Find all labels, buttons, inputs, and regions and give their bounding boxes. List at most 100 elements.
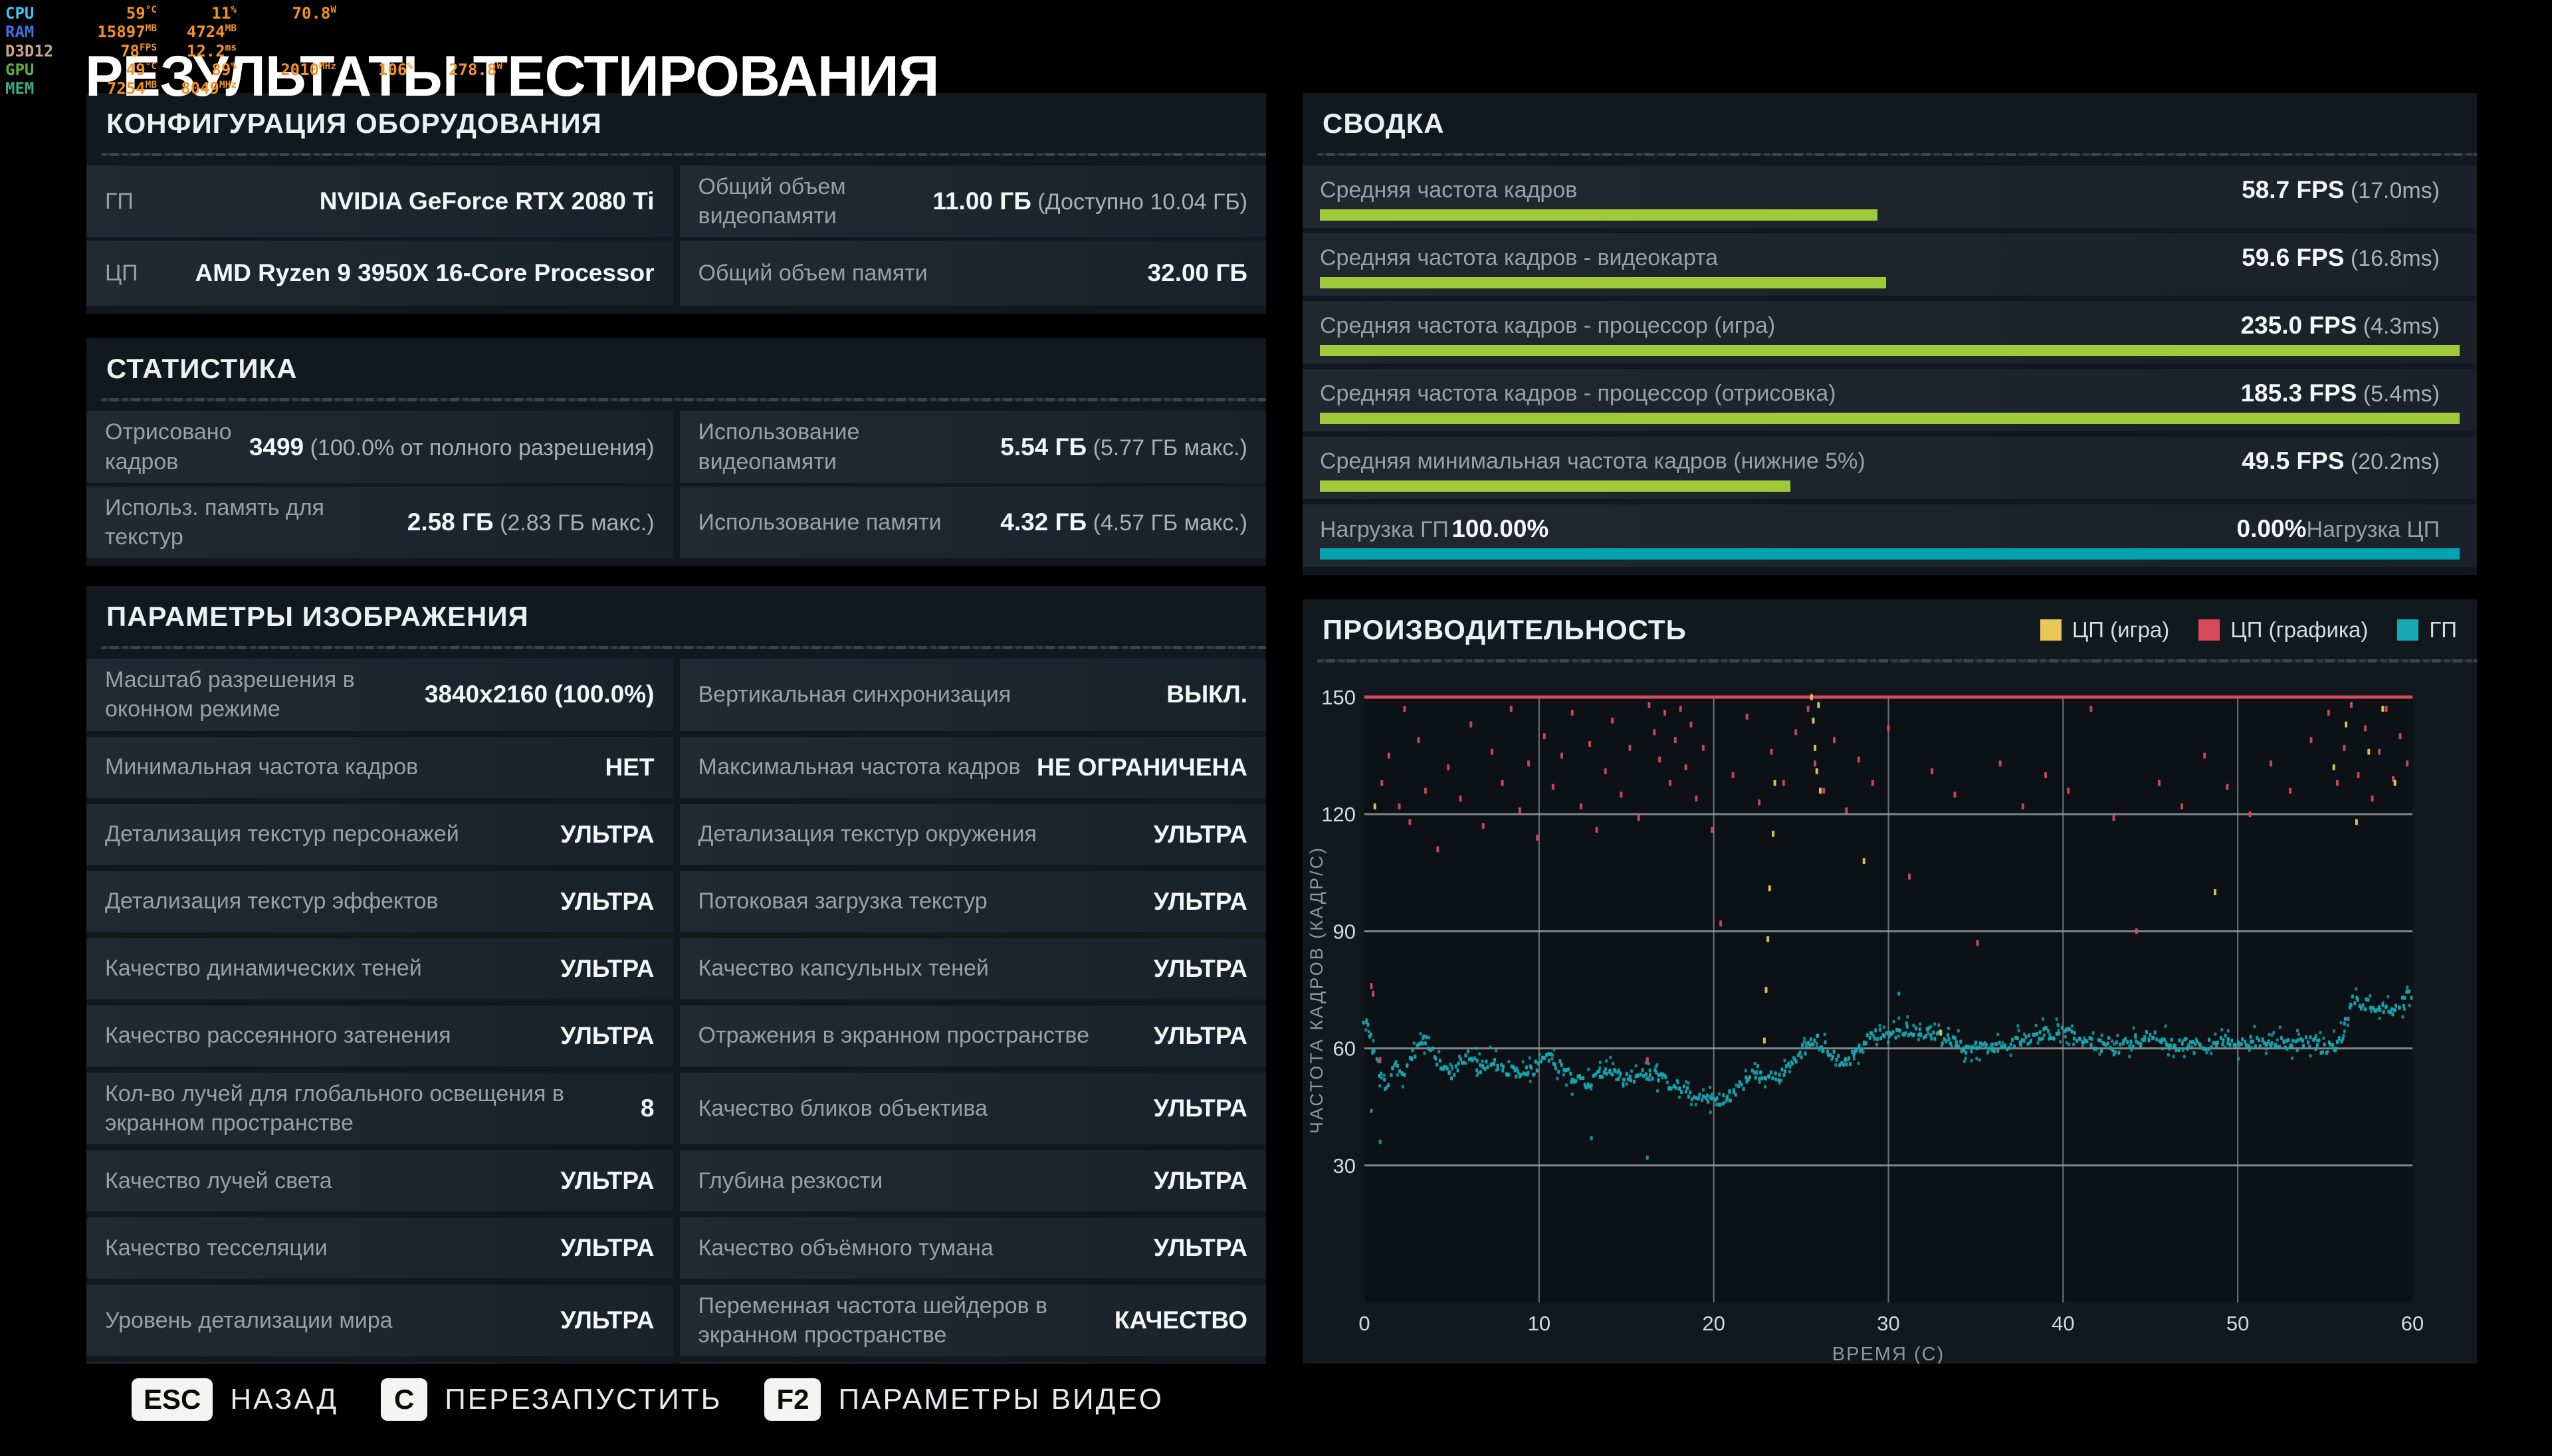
setting-label: Детализация текстур эффектов: [105, 888, 439, 914]
video-options-label: ПАРАМЕТРЫ ВИДЕО: [838, 1383, 1164, 1415]
svg-text:90: 90: [1333, 920, 1356, 943]
setting-label: Отражения в экранном пространстве: [698, 1023, 1090, 1049]
setting-label: Качество бликов объектива: [698, 1095, 988, 1121]
setting-value: 2.58 ГБ: [407, 508, 494, 536]
setting-value-group: 11.00 ГБ (Доступно 10.04 ГБ): [932, 187, 1247, 215]
page-title: РЕЗУЛЬТАТЫ ТЕСТИРОВАНИЯ: [85, 44, 940, 108]
setting-value: 8: [640, 1094, 655, 1122]
summary-frametime-value: (16.8ms): [2344, 246, 2440, 271]
setting-value: УЛЬТРА: [560, 954, 655, 982]
restart-button[interactable]: C ПЕРЕЗАПУСТИТЬ: [381, 1378, 722, 1421]
setting-label: Использование памяти: [698, 509, 942, 535]
svg-text:ЧАСТОТА КАДРОВ (КАДР/С): ЧАСТОТА КАДРОВ (КАДР/С): [1307, 846, 1327, 1134]
gpu-load-value: 100.00%: [1451, 515, 1549, 542]
osd-sensor-value: 11%: [211, 4, 237, 23]
video-options-button[interactable]: F2 ПАРАМЕТРЫ ВИДЕО: [764, 1378, 1163, 1421]
image-parameter-cell: Качество динамических теней УЛЬТРА: [86, 938, 673, 999]
setting-value: УЛЬТРА: [1153, 1166, 1247, 1194]
statistics-cell: Использование памяти 4.32 ГБ (4.57 ГБ мак…: [679, 486, 1266, 559]
setting-label: Качество динамических теней: [105, 956, 422, 982]
left-column: КОНФИГУРАЦИЯ ОБОРУДОВАНИЯ ГП NVIDIA GeFor…: [86, 93, 1266, 1456]
summary-row-label: Средняя частота кадров - видеокарта: [1320, 245, 1719, 270]
setting-value-group: УЛЬТРА: [1154, 955, 1247, 983]
back-button[interactable]: ESC НАЗАД: [132, 1378, 338, 1421]
summary-fps-value: 59.6 FPS: [2242, 244, 2345, 271]
hardware-config-rows: ГП NVIDIA GeForce RTX 2080 Ti Общий объем …: [86, 165, 1266, 306]
osd-row: CPU 59°C 11% 70.8W: [5, 4, 502, 23]
setting-value: УЛЬТРА: [560, 1166, 655, 1194]
right-column: СВОДКА Средняя частота кадров 58.7 FPS (1…: [1303, 93, 2477, 1377]
statistics-cell: Использование видеопамяти 5.54 ГБ (5.77 Г…: [679, 411, 1266, 483]
summary-row-label: Средняя частота кадров - процессор (отри…: [1320, 380, 1836, 406]
osd-row: MEM 7254MB 8049MHz: [5, 79, 502, 98]
setting-label: Качество рассеянного затенения: [105, 1023, 451, 1049]
setting-value-group: НЕТ: [605, 754, 655, 781]
summary-row: Средняя частота кадров - видеокарта 59.6 …: [1303, 233, 2477, 296]
setting-value-note: (4.57 ГБ макс.): [1087, 510, 1247, 536]
osd-sensor-value: 12.2ms: [186, 41, 237, 60]
legend-item: ЦП (игра): [2040, 617, 2169, 643]
setting-value-group: УЛЬТРА: [560, 1167, 654, 1195]
setting-value: AMD Ryzen 9 3950X 16-Core Processor: [195, 259, 655, 287]
performance-chart: 0 10 20 30 40 50 60 30 60 90 120 150 ВРЕМЯ (С) ЧАСТОТ…: [1307, 686, 2424, 1365]
osd-sensor-value: 89%: [211, 60, 237, 79]
osd-sensor-value: 8049MHz: [181, 79, 237, 98]
setting-value-note: (2.83 ГБ макс.): [493, 510, 655, 536]
osd-sensor-value: 4724MB: [186, 23, 237, 42]
summary-row-label: Средняя минимальная частота кадров (нижн…: [1320, 448, 1865, 474]
svg-text:120: 120: [1321, 803, 1356, 826]
setting-value-group: 3499 (100.0% от полного разрешения): [249, 433, 655, 461]
image-parameter-cell: Глубина резкости УЛЬТРА: [679, 1150, 1266, 1211]
setting-value-group: 2.58 ГБ (2.83 ГБ макс.): [407, 508, 655, 536]
setting-value: 4.32 ГБ: [1000, 508, 1087, 536]
summary-title: СВОДКА: [1323, 108, 1445, 139]
gpu-load-bar: [1320, 548, 2460, 560]
image-parameter-cell: Качество лучей света УЛЬТРА: [86, 1150, 673, 1211]
setting-value-group: NVIDIA GeForce RTX 2080 Ti: [320, 187, 655, 215]
setting-value: УЛЬТРА: [560, 1233, 655, 1261]
setting-label: Детализация текстур окружения: [698, 821, 1037, 847]
summary-fps-bar: [1320, 277, 1887, 288]
setting-value-note: (5.77 ГБ макс.): [1087, 435, 1247, 461]
setting-value-group: УЛЬТРА: [1154, 1022, 1247, 1050]
osd-sensor-label: CPU: [5, 4, 35, 23]
setting-label: Переменная частота шейдеров в экранном п…: [698, 1293, 1048, 1348]
setting-label: Использ. память для текстур: [105, 494, 324, 550]
setting-value: УЛЬТРА: [1153, 1233, 1247, 1261]
summary-row-label: Средняя частота кадров: [1320, 177, 1578, 203]
image-parameter-cell: Кол-во лучей для глобального освещения в…: [86, 1072, 673, 1144]
summary-fps-bar: [1320, 345, 2460, 356]
setting-value-group: УЛЬТРА: [1154, 821, 1247, 849]
summary-fps-bar: [1320, 480, 1791, 492]
legend-swatch-icon: [2397, 619, 2419, 641]
osd-sensor-value: 15897MB: [97, 23, 157, 42]
svg-text:10: 10: [1528, 1312, 1550, 1335]
summary-row: Средняя частота кадров 58.7 FPS (17.0ms): [1303, 165, 2477, 228]
setting-value-group: УЛЬТРА: [1154, 888, 1247, 916]
section-divider: [101, 398, 1266, 402]
setting-value: 32.00 ГБ: [1147, 259, 1247, 287]
statistics-cell: Отрисовано кадров 3499 (100.0% от полного…: [86, 411, 673, 483]
legend-label: ГП: [2429, 617, 2457, 642]
image-parameter-cell: Качество тесселяции УЛЬТРА: [86, 1217, 673, 1279]
osd-sensor-label: RAM: [5, 23, 35, 42]
setting-value: 5.54 ГБ: [1000, 433, 1087, 461]
summary-fps-value: 58.7 FPS: [2242, 176, 2345, 203]
hardware-config-panel: КОНФИГУРАЦИЯ ОБОРУДОВАНИЯ ГП NVIDIA GeFor…: [86, 93, 1266, 314]
summary-fps-bar: [1320, 209, 1877, 221]
summary-panel: СВОДКА Средняя частота кадров 58.7 FPS (1…: [1303, 93, 2477, 575]
setting-label: Потоковая загрузка текстур: [698, 888, 988, 914]
setting-value-group: НЕ ОГРАНИЧЕНА: [1037, 754, 1247, 781]
summary-bar-track: [1320, 345, 2460, 356]
setting-value-group: УЛЬТРА: [1154, 1167, 1247, 1195]
setting-value: УЛЬТРА: [560, 887, 655, 915]
image-parameter-cell: Вертикальная синхронизация ВЫКЛ.: [679, 659, 1266, 731]
setting-label: Качество капсульных теней: [698, 956, 989, 982]
setting-value: УЛЬТРА: [1153, 954, 1247, 982]
osd-sensor-label: D3D12: [5, 41, 54, 60]
legend-item: ГП: [2397, 617, 2457, 643]
setting-label: Масштаб разрешения в оконном режиме: [105, 667, 355, 722]
image-parameter-cell: Качество капсульных теней УЛЬТРА: [679, 938, 1266, 999]
hardware-config-cell: Общий объем видеопамяти 11.00 ГБ (Доступн…: [679, 165, 1266, 238]
legend-label: ЦП (графика): [2230, 617, 2369, 642]
